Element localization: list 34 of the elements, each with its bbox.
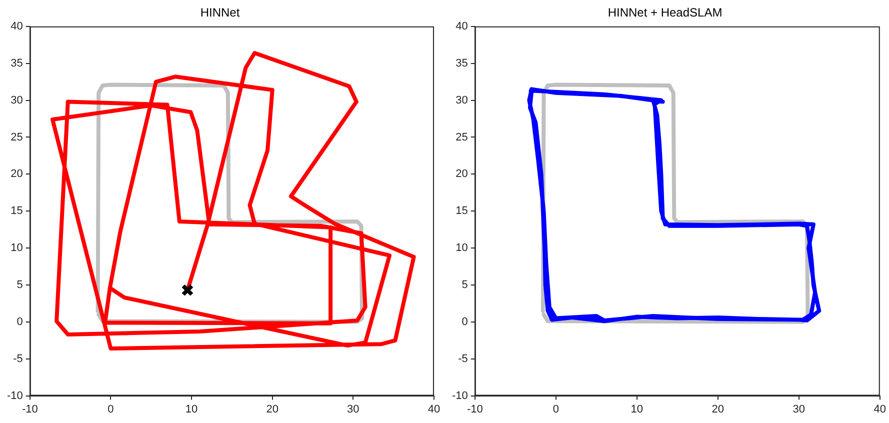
y-tick-label: 10 <box>10 242 23 254</box>
y-tick-label: -5 <box>13 352 23 365</box>
x-tick-label: 20 <box>712 403 724 416</box>
chart-title: HINNet <box>200 6 240 20</box>
y-tick-label: 0 <box>16 316 23 328</box>
x-tick-label: 30 <box>347 403 360 416</box>
y-tick-label: 5 <box>16 279 23 292</box>
y-tick-label: 35 <box>10 57 23 70</box>
y-tick-label: 30 <box>456 94 468 106</box>
y-tick-label: 40 <box>456 20 468 32</box>
x-tick-label: 0 <box>108 403 114 416</box>
y-tick-label: -5 <box>458 352 468 365</box>
y-tick-label: 30 <box>10 94 23 106</box>
x-tick-label: 10 <box>630 403 644 416</box>
y-tick-label: -10 <box>452 390 468 402</box>
y-tick-label: 25 <box>10 131 23 144</box>
y-tick-label: 25 <box>456 131 468 144</box>
x-tick-label: 10 <box>185 403 198 416</box>
y-tick-label: 5 <box>462 279 468 292</box>
x-tick-label: 30 <box>792 403 806 416</box>
y-tick-label: 20 <box>10 168 23 180</box>
x-tick-label: 40 <box>428 403 440 416</box>
y-tick-label: 10 <box>456 242 468 254</box>
x-tick-label: 40 <box>874 403 886 416</box>
x-tick-label: 20 <box>266 403 278 416</box>
y-tick-label: 15 <box>456 205 468 218</box>
y-tick-label: 35 <box>456 57 468 70</box>
y-tick-label: 15 <box>10 205 23 218</box>
y-tick-label: 0 <box>462 316 468 328</box>
y-tick-label: 40 <box>10 20 23 32</box>
y-tick-label: 20 <box>456 168 468 180</box>
y-tick-label: -10 <box>6 390 23 402</box>
x-tick-label: 0 <box>552 403 559 416</box>
chart-title: HINNet + HeadSLAM <box>608 6 722 20</box>
